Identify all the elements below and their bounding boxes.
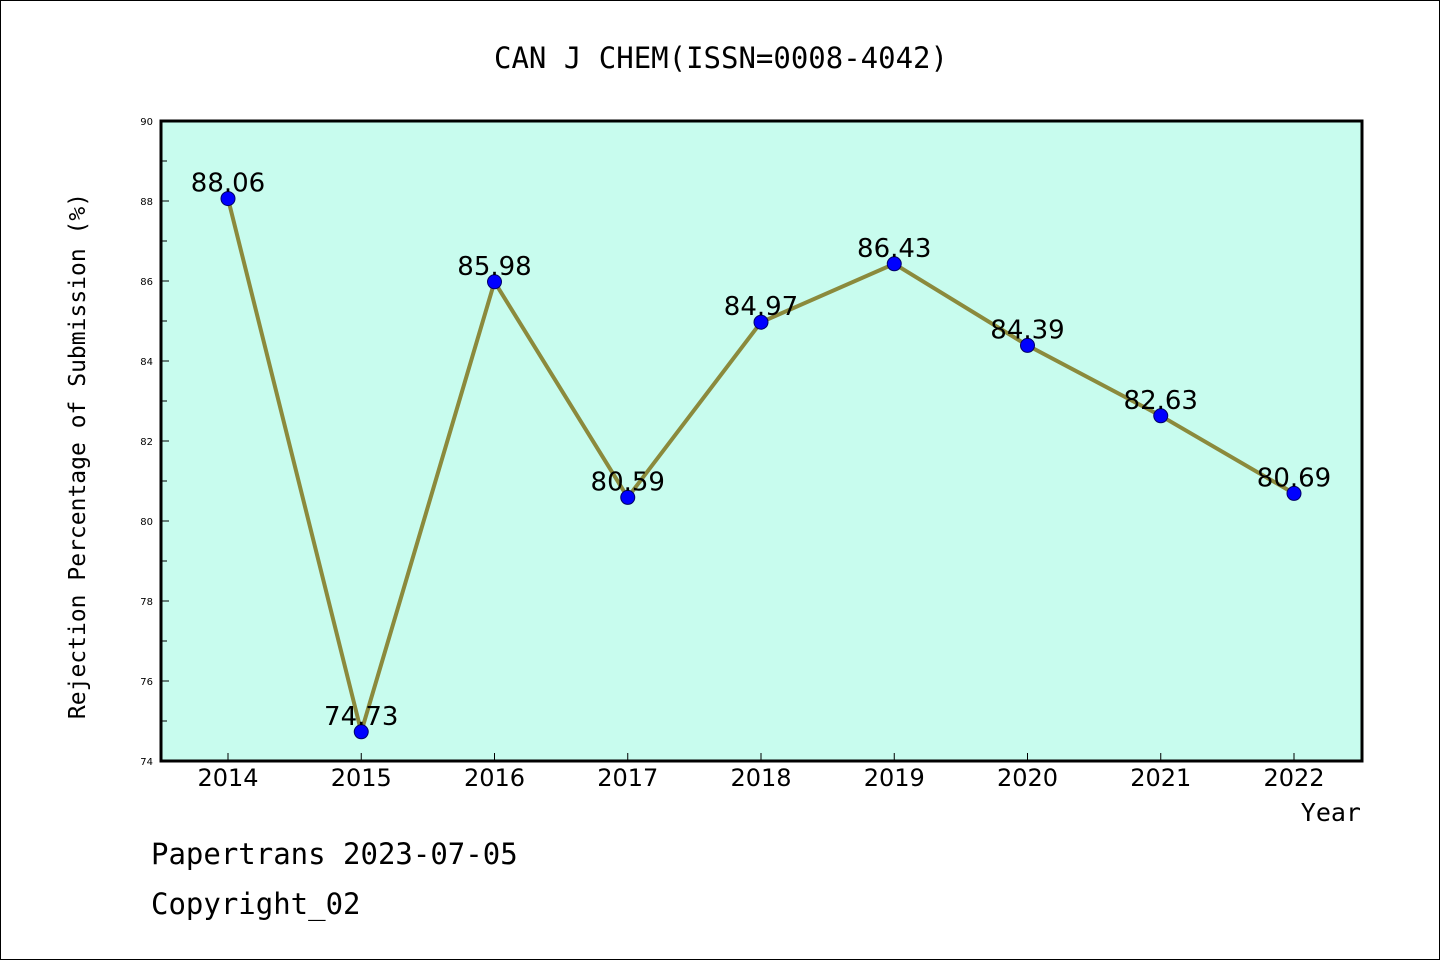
x-tick-label: 2022 — [1263, 764, 1324, 792]
x-tick-label: 2015 — [331, 764, 392, 792]
data-point — [1020, 337, 1035, 353]
series-rejection-percentage: 88.06 74.73 85.98 80.59 84.97 86.43 84.39 82.63… — [191, 169, 1331, 740]
data-point — [620, 489, 636, 505]
y-axis: 74 76 78 80 82 84 86 88 90 — [140, 117, 169, 768]
data-label: 80.59 — [591, 467, 665, 497]
x-tick-label: 2021 — [1130, 764, 1191, 792]
data-label: 82.63 — [1124, 386, 1198, 416]
data-label: 85.98 — [457, 252, 531, 282]
data-label: 74.73 — [324, 702, 398, 732]
x-axis-label: Year — [1301, 798, 1361, 827]
data-point — [487, 274, 502, 290]
y-tick-label: 78 — [140, 597, 153, 608]
y-tick-label: 82 — [140, 437, 153, 448]
x-tick-label: 2019 — [864, 764, 925, 792]
chart-title: CAN J CHEM(ISSN=0008-4042) — [494, 41, 948, 75]
data-point — [1286, 485, 1302, 501]
y-tick-label: 74 — [140, 757, 153, 768]
y-tick-label: 88 — [140, 197, 153, 208]
footer-copyright: Copyright_02 — [151, 887, 361, 921]
data-label: 84.39 — [990, 315, 1064, 345]
x-axis: 2014 2015 2016 2017 2018 2019 2020 2021 2022 — [197, 753, 1325, 792]
y-tick-label: 80 — [140, 517, 153, 528]
data-point — [753, 314, 769, 330]
data-point — [1153, 408, 1169, 424]
data-point — [886, 256, 902, 272]
y-axis-label: Rejection Percentage of Submission (%) — [65, 193, 91, 719]
plot-area — [159, 119, 1364, 763]
data-point — [220, 191, 236, 207]
data-point — [353, 724, 369, 740]
x-tick-label: 2020 — [997, 764, 1058, 792]
x-tick-label: 2018 — [730, 764, 791, 792]
y-tick-label: 90 — [140, 117, 153, 128]
y-tick-label: 86 — [140, 277, 153, 288]
data-label: 84.97 — [724, 292, 798, 322]
y-tick-label: 76 — [140, 677, 153, 688]
footer-papertrans-date: Papertrans 2023-07-05 — [151, 837, 518, 871]
data-label: 86.43 — [857, 234, 931, 264]
data-label: 88.06 — [191, 169, 265, 199]
x-tick-label: 2014 — [197, 764, 258, 792]
x-tick-label: 2017 — [597, 764, 658, 792]
data-label: 80.69 — [1257, 463, 1331, 493]
x-tick-label: 2016 — [464, 764, 525, 792]
y-tick-label: 84 — [140, 357, 153, 368]
